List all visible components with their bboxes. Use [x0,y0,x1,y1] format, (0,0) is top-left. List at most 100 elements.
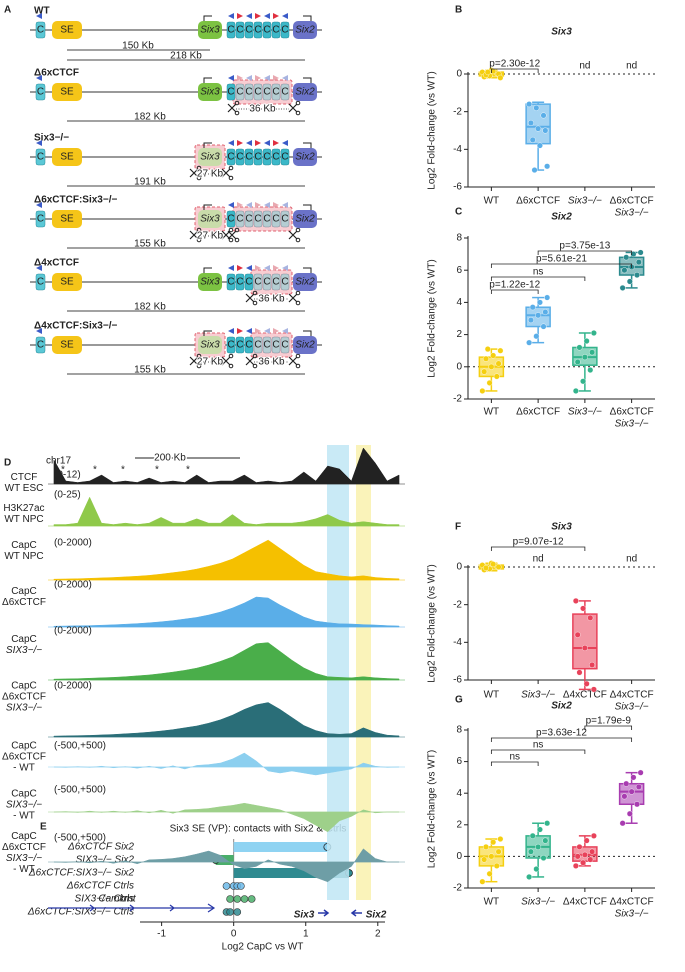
six3-gene [198,273,222,291]
ctcf-orientation [255,75,261,81]
ctcf-label: C [281,214,288,225]
category-label: SIX3−/− Six2 [76,855,135,866]
ctcf-site [226,336,236,354]
gene-label: Six2 [366,910,387,921]
promoter-arrow [303,77,312,83]
track-label: CapC [11,681,37,692]
distance-label: 182 Kb [134,302,166,313]
six3-label: Six3 [200,277,220,288]
data-point [484,346,491,353]
ctcf-label: C [37,25,44,36]
scissors-icon [295,363,301,369]
panel-letter: C [455,207,462,218]
bar [233,868,349,878]
promoter-arrow [303,15,312,21]
data-point [587,614,594,621]
six2-gene [293,21,317,39]
data-point [526,339,533,346]
promoter-arrow [203,142,212,148]
ctcf-site [226,273,236,291]
data-point [634,272,641,279]
ctcf-label: C [227,214,234,225]
ctcf-orientation [36,13,42,19]
chart-title: Six3 SE (VP): contacts with Six2 & Ctrls [170,824,347,835]
data-point [535,312,542,319]
data-point [590,329,597,336]
scissors-icon [234,227,240,233]
data-point [493,862,500,869]
data-point [533,333,540,340]
data-point [583,338,590,345]
panel-letter: D [4,458,11,469]
significance-bracket [490,68,539,73]
control-point [237,882,245,890]
scissors-icon [227,103,237,113]
data-point [576,344,583,351]
x-tick-label: 1 [303,929,309,940]
ctcf-motif-asterisk: * [186,465,190,476]
ctcf-label: C [37,214,44,225]
six3-label: Six3 [200,340,220,351]
ctcf-orientation [282,202,288,208]
control-point [240,895,249,903]
ctcf-label: C [245,87,252,98]
data-point [536,826,543,833]
x-tick-label: WT [484,407,500,418]
ctcf-orientation [246,328,252,334]
data-point [493,373,500,380]
six2-label: Six2 [295,340,315,351]
track-label: CapC [11,540,37,551]
category-label: SIX3−/− Ctrls [75,894,134,905]
distance-label: 155 Kb [134,239,166,250]
six2-label: Six2 [295,214,315,225]
deletion-size: 36 Kb [249,104,276,115]
ctcf-site [271,83,281,101]
scissors-icon [189,356,199,366]
ctcf-site [253,21,263,39]
signal-track [53,496,400,527]
ctcf-site [235,148,245,166]
scissors-icon [252,290,258,296]
data-point [583,680,590,687]
ctcf-orientation [36,265,42,271]
scissors-icon [295,100,301,106]
chart-title: Six3 [551,27,572,38]
data-point [621,267,628,274]
category-label: Δ6xCTCF Six2 [67,842,134,853]
y-tick-label: 2 [456,819,462,830]
ctcf-label: C [263,25,270,36]
ctcf-label: C [236,152,243,163]
se-label: SE [60,340,74,351]
data-point [481,856,488,863]
distance-label: 218 Kb [170,51,202,62]
significance-label: p=3.75e-13 [559,241,610,252]
track-label: SIX3−/− [6,800,42,811]
ctcf-orientation [237,75,243,81]
ctcf-orientation [237,328,243,334]
y-tick-label: 0 [456,69,462,80]
ctcf-site [244,148,254,166]
ctcf-orientation [255,328,261,334]
scissors-icon [288,103,298,113]
data-point [572,387,579,394]
significance-label: p=3.63e-12 [536,728,587,739]
data-point [580,859,587,866]
ctcf-label: C [245,152,252,163]
se-label: SE [60,87,74,98]
scissors-icon [234,110,240,116]
scissors-icon [228,353,234,359]
ctcf-orientation [264,265,270,271]
ctcf-site [262,273,272,291]
promoter-arrow [203,330,212,336]
ctcf-label: C [272,340,279,351]
data-point [623,780,630,787]
ctcf-site [262,21,272,39]
track-range: (0-25) [54,490,81,501]
ctcf-site [35,336,46,354]
chart-title: Six2 [551,701,572,712]
ctcf-orientation [273,75,279,81]
distance-label: 150 Kb [122,41,154,52]
deletion-size: 27 Kb [197,169,224,180]
data-point [536,142,543,149]
y-tick-label: 4 [456,297,462,308]
